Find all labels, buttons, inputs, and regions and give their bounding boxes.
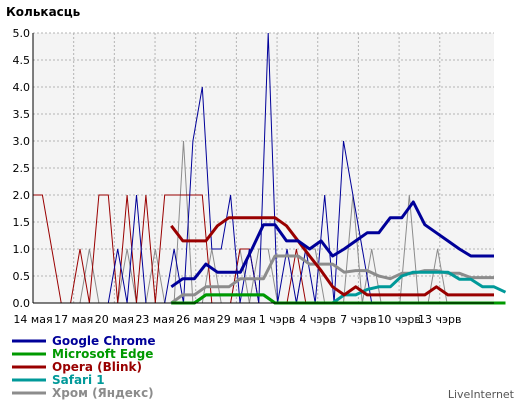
legend-item: Хром (Яндекс): [12, 386, 154, 400]
x-tick-label: 29 мая: [217, 313, 256, 326]
y-tick-label: 0.0: [13, 297, 31, 310]
x-tick-label: 7 чэрв: [340, 313, 377, 326]
legend-item: Google Chrome: [12, 334, 156, 348]
legend-label: Opera (Blink): [52, 360, 142, 374]
series-layer: [33, 32, 507, 305]
x-tick-label: 1 чэрв: [259, 313, 296, 326]
chart-credit: LiveInternet: [448, 388, 515, 401]
series-trend-line-opera-blink: [170, 216, 494, 297]
legend-item: Opera (Blink): [12, 360, 142, 374]
y-tick-labels: 0.0 0.5 1.0 1.5 2.0 2.5 3.0 3.5 4.0 4.5 5.0: [13, 27, 31, 310]
x-tick-label: 26 мая: [176, 313, 215, 326]
x-tick-label: 10 чэрв: [377, 313, 421, 326]
series-trend-line-google-chrome: [170, 200, 494, 289]
x-tick-labels: 14 мая 17 мая 20 мая 23 мая 26 мая 29 мая 1 чэ…: [13, 313, 461, 326]
legend-item: Microsoft Edge: [12, 347, 153, 361]
legend-label: Microsoft Edge: [52, 347, 153, 361]
y-tick-label: 3.5: [13, 108, 31, 121]
axes: [32, 33, 494, 304]
y-tick-label: 3.0: [13, 135, 31, 148]
y-tick-label: 1.5: [13, 216, 31, 229]
x-tick-label: 14 мая: [13, 313, 52, 326]
legend-label: Хром (Яндекс): [52, 386, 154, 400]
grid: [32, 32, 494, 304]
y-tick-label: 2.5: [13, 162, 31, 175]
legend-item: Safari 1: [12, 373, 105, 387]
y-tick-label: 2.0: [13, 189, 31, 202]
x-tick-label: 23 мая: [135, 313, 174, 326]
y-tick-label: 4.5: [13, 54, 31, 67]
x-tick-label: 4 чэрв: [299, 313, 336, 326]
y-tick-label: 1.0: [13, 243, 31, 256]
y-tick-label: 4.0: [13, 81, 31, 94]
y-tick-label: 5.0: [13, 27, 31, 40]
x-tick-label: 13 чэрв: [418, 313, 462, 326]
chart-title: Колькасць: [6, 5, 81, 19]
x-tick-label: 17 мая: [54, 313, 93, 326]
y-tick-label: 0.5: [13, 270, 31, 283]
legend-label: Safari 1: [52, 373, 105, 387]
x-tick-label: 20 мая: [95, 313, 134, 326]
legend-label: Google Chrome: [52, 334, 156, 348]
